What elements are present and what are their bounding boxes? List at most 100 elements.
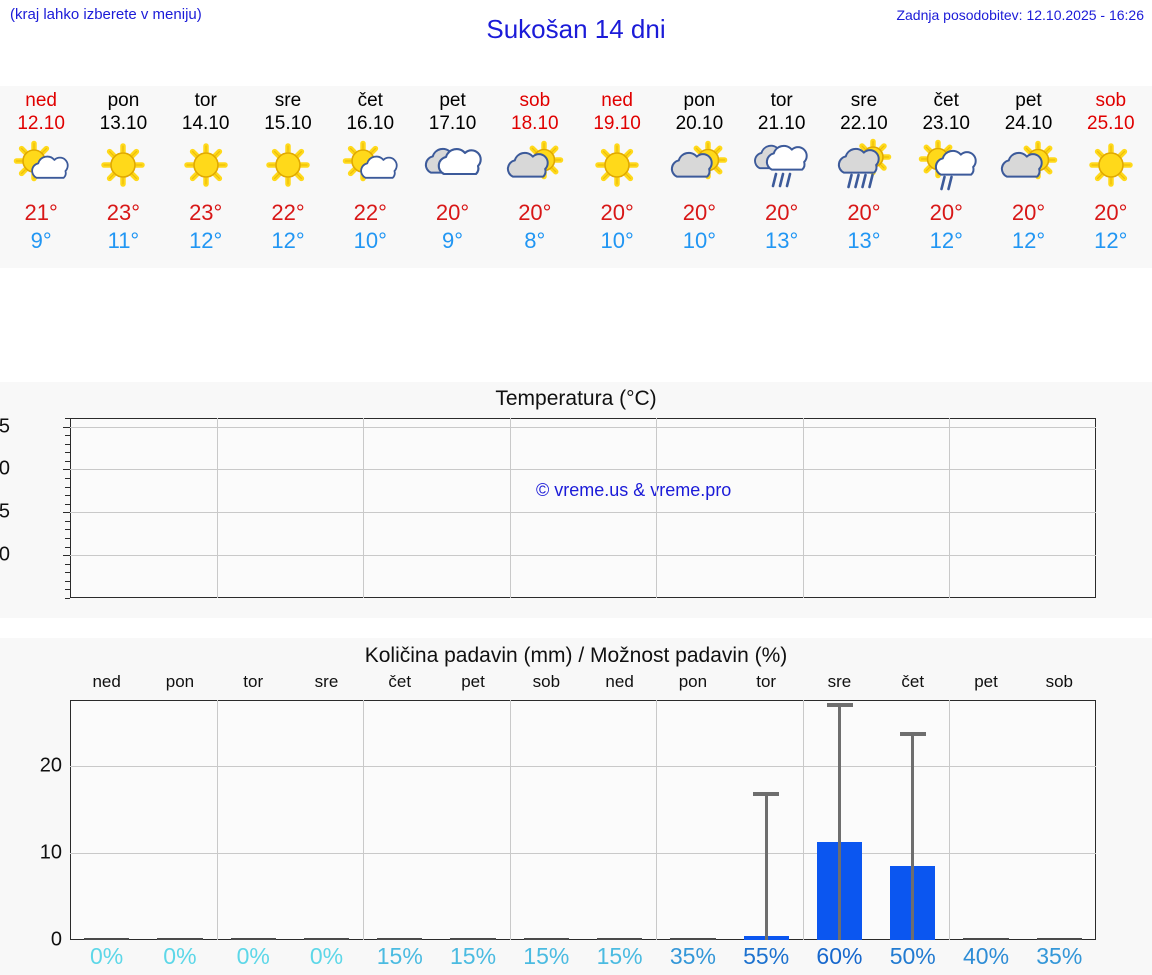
- forecast-temp-min: 9°: [442, 228, 464, 253]
- precipitation-bar[interactable]: [596, 937, 643, 940]
- precipitation-bar[interactable]: [523, 937, 569, 940]
- precipitation-bar[interactable]: [963, 937, 1009, 940]
- forecast-temp-min: 12°: [1094, 228, 1128, 253]
- daily-forecast-strip: ned 12.10 21° 9° pon 13.10 23° 11° tor 14.10 23° 1…: [0, 86, 1152, 268]
- forecast-day-column[interactable]: sre 22.10 20° 13°: [823, 86, 905, 268]
- precipitation-vertical-gridline: [802, 700, 804, 940]
- forecast-temp-max: 20°: [765, 200, 799, 225]
- forecast-day-date: 16.10: [346, 113, 395, 134]
- forecast-temp-min: 12°: [929, 228, 963, 253]
- forecast-day-column[interactable]: pet 24.10 20° 12°: [987, 86, 1069, 268]
- precipitation-day-label: ned: [92, 672, 121, 691]
- temperature-ytick-minor: [65, 503, 70, 505]
- precipitation-vertical-gridline: [656, 700, 658, 940]
- precipitation-ytick-label: 0: [50, 928, 62, 951]
- temperature-ytick-minor: [65, 435, 70, 437]
- forecast-day-column[interactable]: pon 13.10 23° 11°: [82, 86, 164, 268]
- forecast-day-name: pet: [439, 90, 466, 111]
- forecast-day-column[interactable]: tor 21.10 20° 13°: [741, 86, 823, 268]
- forecast-day-name: ned: [25, 90, 57, 111]
- precipitation-probability-label: 15%: [450, 943, 497, 969]
- forecast-day-name: pon: [683, 90, 716, 111]
- forecast-temp-max: 20°: [435, 200, 470, 225]
- temperature-ytick-mark: [63, 512, 70, 514]
- precipitation-bar[interactable]: [450, 937, 496, 940]
- forecast-day-column[interactable]: sob 25.10 20° 12°: [1070, 86, 1152, 268]
- forecast-day-date: 25.10: [1087, 113, 1135, 134]
- temperature-ytick-mark: [63, 469, 70, 471]
- forecast-temp-min: 13°: [847, 228, 881, 253]
- temperature-vertical-gridline: [949, 418, 951, 598]
- forecast-day-name: čet: [357, 90, 383, 111]
- precipitation-probability-label: 35%: [669, 943, 716, 969]
- forecast-day-column[interactable]: ned 12.10 21° 9°: [0, 86, 82, 268]
- forecast-day-column[interactable]: tor 14.10 23° 12°: [165, 86, 247, 268]
- temperature-axis-box: [70, 418, 1096, 598]
- precipitation-bar[interactable]: [670, 937, 716, 940]
- forecast-temp-min: 12°: [1011, 228, 1046, 253]
- forecast-day-column[interactable]: čet 23.10 20° 12°: [905, 86, 987, 268]
- temperature-ytick-label: 20: [0, 457, 10, 480]
- precipitation-bar[interactable]: [157, 937, 203, 940]
- temperature-ytick-minor: [65, 589, 70, 591]
- temperature-ytick-minor: [65, 529, 70, 531]
- precipitation-vertical-gridline: [509, 700, 511, 940]
- forecast-day-name: pet: [1015, 90, 1042, 111]
- forecast-day-name: čet: [933, 90, 959, 111]
- precipitation-day-label: pon: [165, 672, 195, 691]
- precipitation-bar[interactable]: [303, 937, 350, 940]
- temperature-gridline: [70, 512, 1096, 514]
- forecast-day-name: tor: [770, 90, 793, 111]
- precipitation-error-bar-cap: [753, 791, 780, 796]
- forecast-temp-min: 10°: [682, 228, 717, 253]
- cloud-sun-icon: [997, 139, 1061, 191]
- precipitation-bar[interactable]: [377, 937, 423, 940]
- cloudy-icon: [421, 139, 485, 191]
- forecast-day-column[interactable]: pon 20.10 20° 10°: [658, 86, 740, 268]
- precipitation-day-labels: ned pon tor sre čet pet sob ned pon tor sre čet pet s…: [70, 672, 1096, 698]
- forecast-day-column[interactable]: sob 18.10 20° 8°: [494, 86, 576, 268]
- precipitation-bar[interactable]: [83, 937, 130, 940]
- precipitation-probability-label: 15%: [523, 943, 570, 969]
- forecast-day-column[interactable]: sre 15.10 22° 12°: [247, 86, 329, 268]
- menu-hint-link[interactable]: (kraj lahko izberete v meniju): [10, 6, 202, 23]
- forecast-day-column[interactable]: čet 16.10 22° 10°: [329, 86, 411, 268]
- temperature-ytick-minor: [65, 478, 70, 479]
- precipitation-probability-label: 35%: [1036, 943, 1083, 969]
- precipitation-day-label: ned: [605, 672, 634, 691]
- forecast-day-date: 20.10: [675, 113, 724, 134]
- precipitation-error-bar-cap: [899, 732, 926, 737]
- forecast-temp-max: 23°: [106, 200, 141, 225]
- temperature-ytick-label: 25: [0, 415, 10, 438]
- precipitation-day-label: sre: [827, 672, 852, 691]
- precipitation-probability-label: 55%: [743, 943, 790, 969]
- temperature-ytick-minor: [65, 572, 70, 574]
- precipitation-bar[interactable]: [230, 937, 276, 940]
- page-title: Sukošan 14 dni: [486, 14, 666, 44]
- forecast-day-date: 14.10: [181, 113, 230, 134]
- forecast-day-date: 21.10: [757, 113, 806, 134]
- temperature-ytick-minor: [65, 598, 70, 599]
- temperature-ytick-mark: [63, 426, 70, 428]
- temperature-vertical-gridline: [216, 418, 218, 598]
- sun-cloud-rain-icon: [832, 138, 896, 191]
- precipitation-probability-label: 15%: [596, 943, 643, 969]
- forecast-day-column[interactable]: pet 17.10 20° 9°: [411, 86, 493, 268]
- cloud-sun-icon: [503, 139, 567, 191]
- precipitation-bar[interactable]: [1036, 937, 1082, 940]
- forecast-day-date: 13.10: [99, 113, 148, 134]
- forecast-temp-min: 10°: [600, 228, 634, 253]
- temperature-vertical-gridline: [509, 418, 511, 598]
- forecast-temp-min: 10°: [353, 228, 387, 253]
- forecast-day-date: 19.10: [593, 113, 641, 134]
- precipitation-plot-area: 0 10 20: [40, 700, 1096, 951]
- forecast-temp-min: 9°: [30, 228, 52, 253]
- forecast-day-column[interactable]: ned 19.10 20° 10°: [576, 86, 658, 268]
- forecast-temp-max: 21°: [24, 200, 58, 225]
- temperature-ytick-minor: [65, 443, 70, 445]
- precipitation-probability-label: 40%: [962, 943, 1010, 969]
- temperature-ytick-minor: [65, 520, 70, 522]
- temperature-plot-area: © vreme.us & vreme.pro 10 15 20 25: [0, 415, 1096, 599]
- forecast-temp-max: 20°: [1094, 200, 1128, 225]
